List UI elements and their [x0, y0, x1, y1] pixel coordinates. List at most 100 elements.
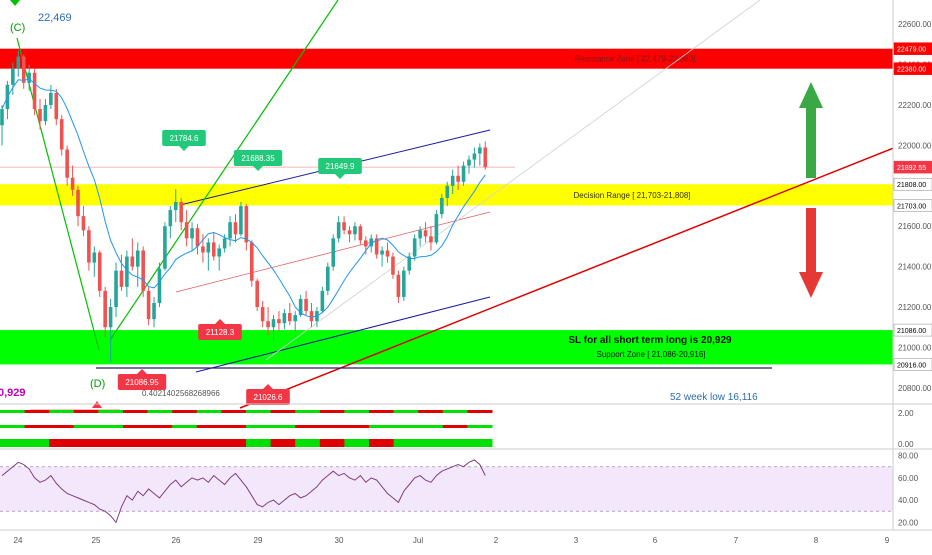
strip-top-cell: [172, 410, 198, 413]
wave-c-label: (C): [10, 22, 25, 34]
date-tick-label: 6: [653, 536, 658, 545]
price-tag-box: [318, 158, 362, 174]
candle-body: [130, 256, 135, 267]
candle-body: [249, 242, 254, 281]
price-tag-box: [198, 324, 242, 340]
candle-body: [331, 238, 336, 267]
candle-body: [184, 222, 189, 239]
candle-body: [114, 270, 118, 308]
strip-mid-cell: [24, 425, 50, 428]
candle-body: [173, 202, 178, 211]
stop-loss-note: SL for all short term long is 20,929: [568, 335, 732, 346]
candle-body: [391, 256, 395, 275]
date-tick-label: 29: [254, 536, 263, 545]
candle-body: [49, 92, 53, 106]
candle-body: [456, 175, 460, 182]
candle-body: [287, 313, 292, 322]
candle-body: [190, 228, 194, 239]
date-tick-label: Jul: [413, 536, 423, 545]
strip-mid-cell: [73, 425, 99, 428]
candle-body: [342, 222, 346, 231]
price-tag-21649.9: 21649.9: [318, 158, 362, 179]
strip-mid-cell: [0, 425, 26, 428]
price-axis-tag-box: [893, 160, 932, 174]
candle-body: [195, 228, 200, 247]
candle-body: [146, 290, 151, 320]
price-tag-box: [117, 374, 167, 390]
candle-body: [70, 177, 75, 190]
date-tick-label: 24: [14, 536, 23, 545]
lower-channel-line: [195, 296, 491, 373]
candle-body: [125, 256, 129, 287]
price-axis-tag-box: [893, 42, 932, 55]
candle-body: [412, 238, 417, 257]
candle-body: [11, 68, 15, 85]
bearish-arrow-icon: [799, 208, 823, 298]
candle-body: [76, 189, 80, 217]
strip-top-cell: [393, 410, 419, 413]
strip-mid-cell: [270, 425, 296, 428]
candle-body: [32, 72, 37, 110]
candle-body: [38, 109, 42, 122]
price-tag-text: 21086.95: [125, 378, 159, 387]
date-tick-label: 7: [734, 536, 739, 545]
candle-body: [369, 238, 374, 247]
price-tag-pointer: [137, 369, 147, 374]
candle-body: [244, 206, 249, 243]
candle-body: [320, 290, 325, 312]
candle-body: [92, 252, 97, 263]
candle-body: [396, 274, 401, 297]
strip-top-cell: [344, 410, 370, 413]
candle-body: [445, 185, 450, 198]
candle-body: [87, 230, 91, 263]
price-tag-21688.35: 21688.35: [233, 150, 283, 171]
strip-bottom-cell: [172, 439, 198, 447]
candle-body: [179, 202, 183, 223]
candle-body: [228, 222, 232, 239]
price-tick-label: 22600.00: [898, 20, 932, 29]
strip-mid-cell: [49, 425, 75, 428]
long-number-label: 0.4021402568268966: [142, 389, 220, 398]
strip-bottom-cell: [246, 439, 272, 447]
price-tag-text: 21128.3: [206, 328, 235, 337]
candle-body: [141, 250, 145, 291]
price-tag-pointer: [215, 319, 225, 324]
candle-body: [233, 222, 238, 235]
candle-body: [59, 119, 64, 150]
strip-mid-cell: [369, 425, 395, 428]
price-axis-tag-box: [893, 323, 932, 337]
candle-body: [135, 250, 140, 267]
candle-body: [472, 153, 477, 160]
strip-top-cell: [123, 410, 149, 413]
price-tick-label: 22000.00: [898, 141, 932, 150]
moving-average-line: [1, 78, 486, 318]
price-axis: 22600.0022400.0022200.0022000.0021800.00…: [893, 20, 932, 449]
price-tick-label: 21400.00: [898, 263, 932, 272]
price-tag-box: [233, 150, 283, 166]
strip-bottom-cell: [393, 439, 419, 447]
candle-body: [434, 214, 439, 243]
candle-body: [119, 270, 124, 287]
strip-mid-cell: [147, 425, 173, 428]
rsi-tick-label: 80.00: [898, 452, 919, 461]
strip-top-cell: [196, 410, 222, 413]
candle-body: [108, 307, 113, 328]
price-axis-tag-box: [893, 358, 932, 371]
price-tick-label: 21600.00: [898, 222, 932, 231]
strip-bottom-cell: [49, 439, 75, 447]
candle-body: [27, 72, 31, 83]
strip-mid-cell: [393, 425, 419, 428]
price-tag-text: 21784.6: [170, 134, 199, 143]
candle-body: [478, 147, 482, 154]
left-value-label: 0,929: [0, 387, 26, 399]
candle-body: [103, 290, 107, 328]
price-tag-21128.3: 21128.3: [198, 319, 242, 340]
price-tag-text: 21649.9: [326, 162, 355, 171]
price-tick-label: 21200.00: [898, 303, 932, 312]
strip-bottom-cell: [73, 439, 99, 447]
candle-body: [450, 175, 455, 186]
strip-bottom-cell: [344, 439, 370, 447]
